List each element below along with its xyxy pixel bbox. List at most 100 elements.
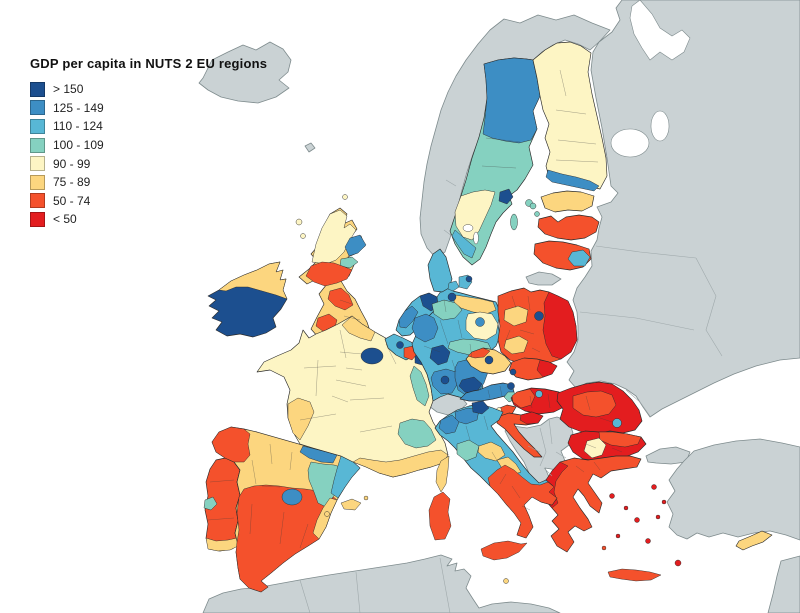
legend-swatch-100-109 bbox=[30, 137, 45, 153]
internal-borders-sweden-finland bbox=[481, 69, 599, 169]
internal-borders-france bbox=[299, 329, 397, 433]
region-aquitaine bbox=[287, 397, 315, 441]
region-scotland-north bbox=[311, 209, 357, 265]
internal-borders-balkan-eu bbox=[575, 395, 623, 473]
region-transylvania bbox=[572, 390, 617, 418]
legend-item: 90 - 99 bbox=[30, 154, 267, 173]
country-czechia bbox=[465, 347, 512, 375]
region-holland-west bbox=[398, 305, 419, 329]
country-sweden bbox=[449, 57, 541, 266]
region-bucharest bbox=[612, 418, 622, 428]
country-bulgaria bbox=[567, 430, 647, 462]
region-stuttgart bbox=[440, 375, 450, 385]
region-marche-umbria bbox=[477, 441, 506, 462]
region-brussels bbox=[396, 341, 404, 349]
region-sofia bbox=[583, 437, 607, 459]
border-bosnia-serbia bbox=[527, 418, 567, 477]
legend-swatch-110-124 bbox=[30, 118, 45, 134]
region-stockholm bbox=[498, 188, 514, 205]
region-vienna bbox=[507, 382, 515, 390]
region-prague bbox=[484, 355, 494, 365]
legend-label: 50 - 74 bbox=[53, 193, 91, 208]
region-galicia bbox=[211, 426, 251, 463]
country-hungary bbox=[510, 387, 571, 415]
region-poland-south bbox=[503, 335, 529, 355]
region-berlin bbox=[475, 317, 485, 327]
region-turkey-anatolia bbox=[666, 438, 800, 541]
region-gotland bbox=[510, 213, 518, 231]
region-lisbon bbox=[203, 496, 218, 511]
region-alsace-franche-comte bbox=[409, 365, 430, 407]
region-hungary-west bbox=[511, 388, 536, 409]
region-hamburg bbox=[447, 292, 457, 302]
region-russia-belarus-ukraine bbox=[566, 0, 800, 418]
legend: GDP per capita in NUTS 2 EU regions > 15… bbox=[30, 56, 267, 229]
region-faroe bbox=[304, 142, 316, 153]
border-russia-ukraine bbox=[695, 257, 723, 357]
region-mallorca bbox=[340, 498, 362, 511]
country-baltics bbox=[529, 190, 600, 271]
region-aegean-island-4 bbox=[615, 533, 621, 539]
legend-item: 50 - 74 bbox=[30, 192, 267, 211]
legend-label: 100 - 109 bbox=[53, 138, 104, 153]
lake-onega bbox=[650, 110, 670, 142]
country-spain bbox=[211, 426, 369, 593]
region-scotland-edinburgh bbox=[339, 256, 359, 269]
legend-item: 110 - 124 bbox=[30, 117, 267, 136]
region-lesbos bbox=[651, 484, 657, 490]
legend-swatch-50-74 bbox=[30, 193, 45, 209]
region-slovakia-east bbox=[536, 359, 558, 378]
region-sardinia bbox=[428, 491, 452, 541]
region-latvia bbox=[537, 214, 600, 241]
region-norrland-north bbox=[482, 57, 541, 144]
region-slavonia bbox=[519, 411, 544, 425]
region-copenhagen bbox=[465, 275, 473, 283]
lake-ladoga bbox=[610, 128, 650, 158]
region-ireland-north bbox=[218, 261, 288, 300]
region-aegean-island-5 bbox=[645, 538, 651, 544]
region-tuscany bbox=[456, 439, 480, 462]
legend-item: < 50 bbox=[30, 210, 267, 229]
legend-label: > 150 bbox=[53, 82, 84, 97]
region-estonia-islands-2 bbox=[534, 211, 540, 217]
country-denmark bbox=[427, 248, 473, 293]
legend-label: 125 - 149 bbox=[53, 100, 104, 115]
region-sicily bbox=[480, 540, 528, 561]
border-north-africa bbox=[299, 557, 451, 613]
region-iceland bbox=[198, 41, 292, 104]
region-cyprus bbox=[735, 530, 773, 551]
internal-borders-italy bbox=[465, 415, 531, 511]
legend-swatch-125-149 bbox=[30, 100, 45, 116]
border-norway-internal bbox=[443, 179, 457, 237]
region-hebrides bbox=[295, 218, 303, 226]
legend-swatch-lt50 bbox=[30, 211, 45, 227]
eu-regions bbox=[203, 41, 773, 593]
region-scotland-south bbox=[305, 261, 353, 287]
legend-swatch-75-89 bbox=[30, 174, 45, 190]
region-estonia bbox=[540, 190, 595, 213]
region-funen bbox=[447, 280, 460, 292]
region-helsinki-uusimaa bbox=[545, 169, 600, 192]
legend-swatch-gt150 bbox=[30, 81, 45, 97]
region-kaliningrad bbox=[525, 271, 562, 286]
region-wielkopolska bbox=[503, 305, 529, 327]
legend-item: 100 - 109 bbox=[30, 136, 267, 155]
region-catalonia bbox=[330, 455, 361, 499]
region-bulgaria-north bbox=[598, 431, 642, 448]
legend-item: 75 - 89 bbox=[30, 173, 267, 192]
lakes bbox=[610, 0, 691, 158]
internal-borders-non-eu bbox=[299, 179, 723, 613]
internal-borders-poland bbox=[505, 295, 541, 353]
white-sea bbox=[629, 0, 691, 61]
region-czech-northwest bbox=[467, 347, 491, 359]
legend-label: < 50 bbox=[53, 212, 77, 227]
region-bratislava bbox=[509, 368, 517, 376]
region-nengland-northeast bbox=[327, 287, 354, 311]
region-estonia-islands bbox=[529, 202, 537, 210]
region-menorca bbox=[363, 495, 369, 501]
region-cyclades bbox=[601, 545, 607, 551]
region-midi-coast bbox=[352, 449, 449, 478]
region-malta bbox=[503, 578, 509, 584]
border-russia-belarus bbox=[595, 245, 697, 259]
